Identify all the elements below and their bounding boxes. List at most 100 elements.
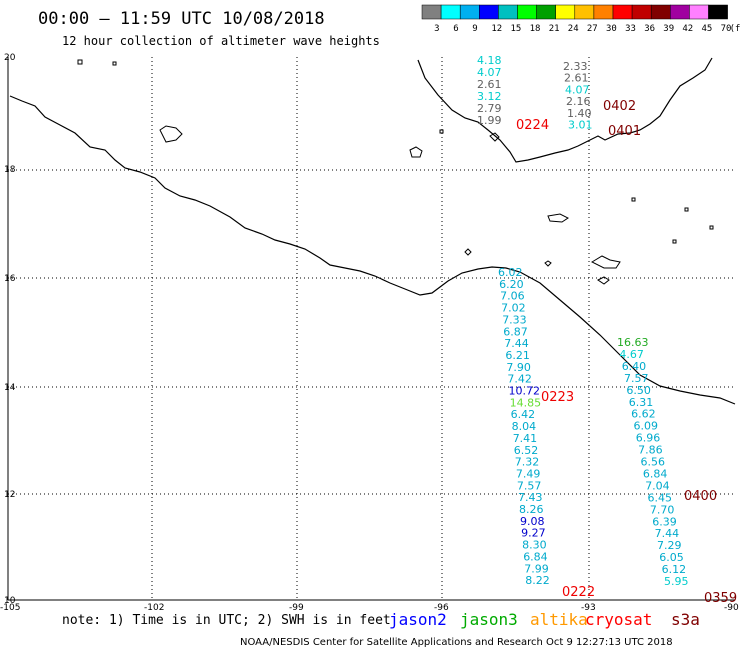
color-scale-swatch <box>479 4 499 20</box>
wave-height-value: 6.40 <box>622 360 647 373</box>
lon-tick-label: -99 <box>289 603 304 613</box>
color-scale-swatch <box>498 4 518 20</box>
lat-tick-labels: 20 18 16 14 12 10 <box>4 53 16 606</box>
wave-height-value: 6.21 <box>505 349 530 362</box>
lat-tick-label: 10 <box>4 596 16 606</box>
wave-height-value: 2.33 <box>563 60 588 73</box>
color-scale-swatch <box>631 4 652 20</box>
color-scale-label: 45 <box>702 24 713 34</box>
wave-height-value: 6.20 <box>499 278 523 291</box>
pass-time-label: 0222 <box>562 585 595 600</box>
map-title: 00:00 – 11:59 UTC 10/08/2018 <box>38 9 325 29</box>
wave-height-value: 2.61 <box>564 72 589 85</box>
wave-height-value: 16.63 <box>617 336 649 349</box>
wave-height-value: 6.56 <box>641 456 666 469</box>
pass-time-label: 0224 <box>516 118 549 133</box>
color-scale-swatch <box>421 4 442 20</box>
islands <box>77 59 714 285</box>
wave-height-value: 3.01 <box>568 119 593 132</box>
color-scale-label: 18 <box>530 24 541 34</box>
wave-height-value: 6.45 <box>648 491 673 504</box>
wave-height-value: 1.99 <box>477 114 502 127</box>
lat-tick-label: 12 <box>4 490 15 500</box>
wave-height-value: 8.26 <box>519 503 544 516</box>
wave-height-value: 7.57 <box>517 479 542 492</box>
color-scale-label: 42 <box>682 24 693 34</box>
wave-height-value: 8.30 <box>522 539 547 552</box>
wave-height-value: 4.67 <box>619 348 644 361</box>
lon-tick-labels: -105 -102 -99 -96 -93 -90 <box>0 603 739 613</box>
color-scale-swatch <box>555 4 576 20</box>
wave-height-value: 7.86 <box>638 444 663 457</box>
wave-height-value: 6.39 <box>652 515 677 528</box>
wave-height-value: 8.22 <box>525 574 550 587</box>
wave-height-value: 6.84 <box>643 467 668 480</box>
wave-height-value: 7.99 <box>524 562 549 575</box>
lon-tick-label: -102 <box>144 603 164 613</box>
color-scale-label: 70 <box>721 24 732 34</box>
wave-height-value: 7.49 <box>516 467 541 480</box>
color-scale-label: 21 <box>549 24 560 34</box>
wave-height-value: 6.50 <box>626 384 651 397</box>
wave-height-value: 6.62 <box>631 408 656 421</box>
legend-entry: jason2 <box>389 610 447 629</box>
legend-entry: altika <box>530 610 588 629</box>
wave-height-value: 14.85 <box>510 396 541 409</box>
wave-height-tracks: 4.184.072.613.122.791.992.332.614.072.16… <box>477 54 689 588</box>
wave-height-value: 9.27 <box>521 527 546 540</box>
map-frame <box>7 57 735 601</box>
wave-height-value: 7.70 <box>650 503 675 516</box>
color-scale-swatch <box>612 4 633 20</box>
wave-height-value: 9.08 <box>520 515 545 528</box>
pass-time-labels: 0224 0402 0401 0223 0400 0222 0359 <box>516 99 737 606</box>
pass-time-label: 0402 <box>603 99 636 114</box>
footer-note: note: 1) Time is in UTC; 2) SWH is in fe… <box>62 613 391 628</box>
pass-time-label: 0401 <box>608 124 641 139</box>
color-scale-swatch <box>459 4 480 20</box>
color-scale-unit: (ft) <box>730 24 740 34</box>
color-scale-label: 24 <box>568 24 579 34</box>
lon-tick-label: -96 <box>434 603 449 613</box>
wave-height-value: 6.09 <box>634 420 659 433</box>
lon-tick-label: -105 <box>0 603 20 613</box>
color-scale-swatch <box>650 4 671 20</box>
color-scale-label: 9 <box>472 24 477 34</box>
wave-height-value: 6.05 <box>659 551 684 564</box>
wave-height-value: 4.18 <box>477 54 502 67</box>
wave-height-value: 7.43 <box>518 491 543 504</box>
wave-height-value: 4.07 <box>565 83 590 96</box>
graticule <box>8 57 735 600</box>
wave-height-value: 6.12 <box>662 563 687 576</box>
wave-height-value: 6.87 <box>503 325 528 338</box>
color-scale-swatch <box>517 4 537 20</box>
color-scale-label: 39 <box>663 24 674 34</box>
wave-height-value: 7.44 <box>655 527 680 540</box>
legend-entry: cryosat <box>585 610 652 629</box>
wave-height-value: 7.02 <box>501 302 525 315</box>
color-scale-swatch <box>593 4 614 20</box>
wave-height-value: 2.16 <box>566 95 591 108</box>
color-scale-label: 30 <box>606 24 617 34</box>
color-scale-label: 36 <box>644 24 655 34</box>
color-scale-swatch <box>574 4 595 20</box>
color-scale-label: 15 <box>511 24 522 34</box>
wave-height-value: 6.31 <box>629 396 654 409</box>
wave-height-value: 6.52 <box>514 444 539 457</box>
wave-height-value: 7.41 <box>513 432 538 445</box>
wave-height-value: 7.57 <box>624 372 649 385</box>
wave-height-value: 2.61 <box>477 78 502 91</box>
wave-height-value: 7.29 <box>657 539 682 552</box>
lon-tick-label: -90 <box>724 603 739 613</box>
legend-entry: jason3 <box>460 610 518 629</box>
wave-height-value: 7.32 <box>515 456 540 469</box>
wave-height-value: 6.84 <box>523 550 548 563</box>
wave-height-value: 4.07 <box>477 66 502 79</box>
wave-height-value: 8.04 <box>512 420 536 433</box>
legend-entry: s3a <box>671 610 700 629</box>
map-subtitle: 12 hour collection of altimeter wave hei… <box>62 34 380 48</box>
wave-height-value: 3.12 <box>477 90 502 103</box>
color-scale-swatch <box>670 4 690 20</box>
lat-tick-label: 18 <box>4 165 16 175</box>
color-scale-swatch <box>536 4 556 20</box>
